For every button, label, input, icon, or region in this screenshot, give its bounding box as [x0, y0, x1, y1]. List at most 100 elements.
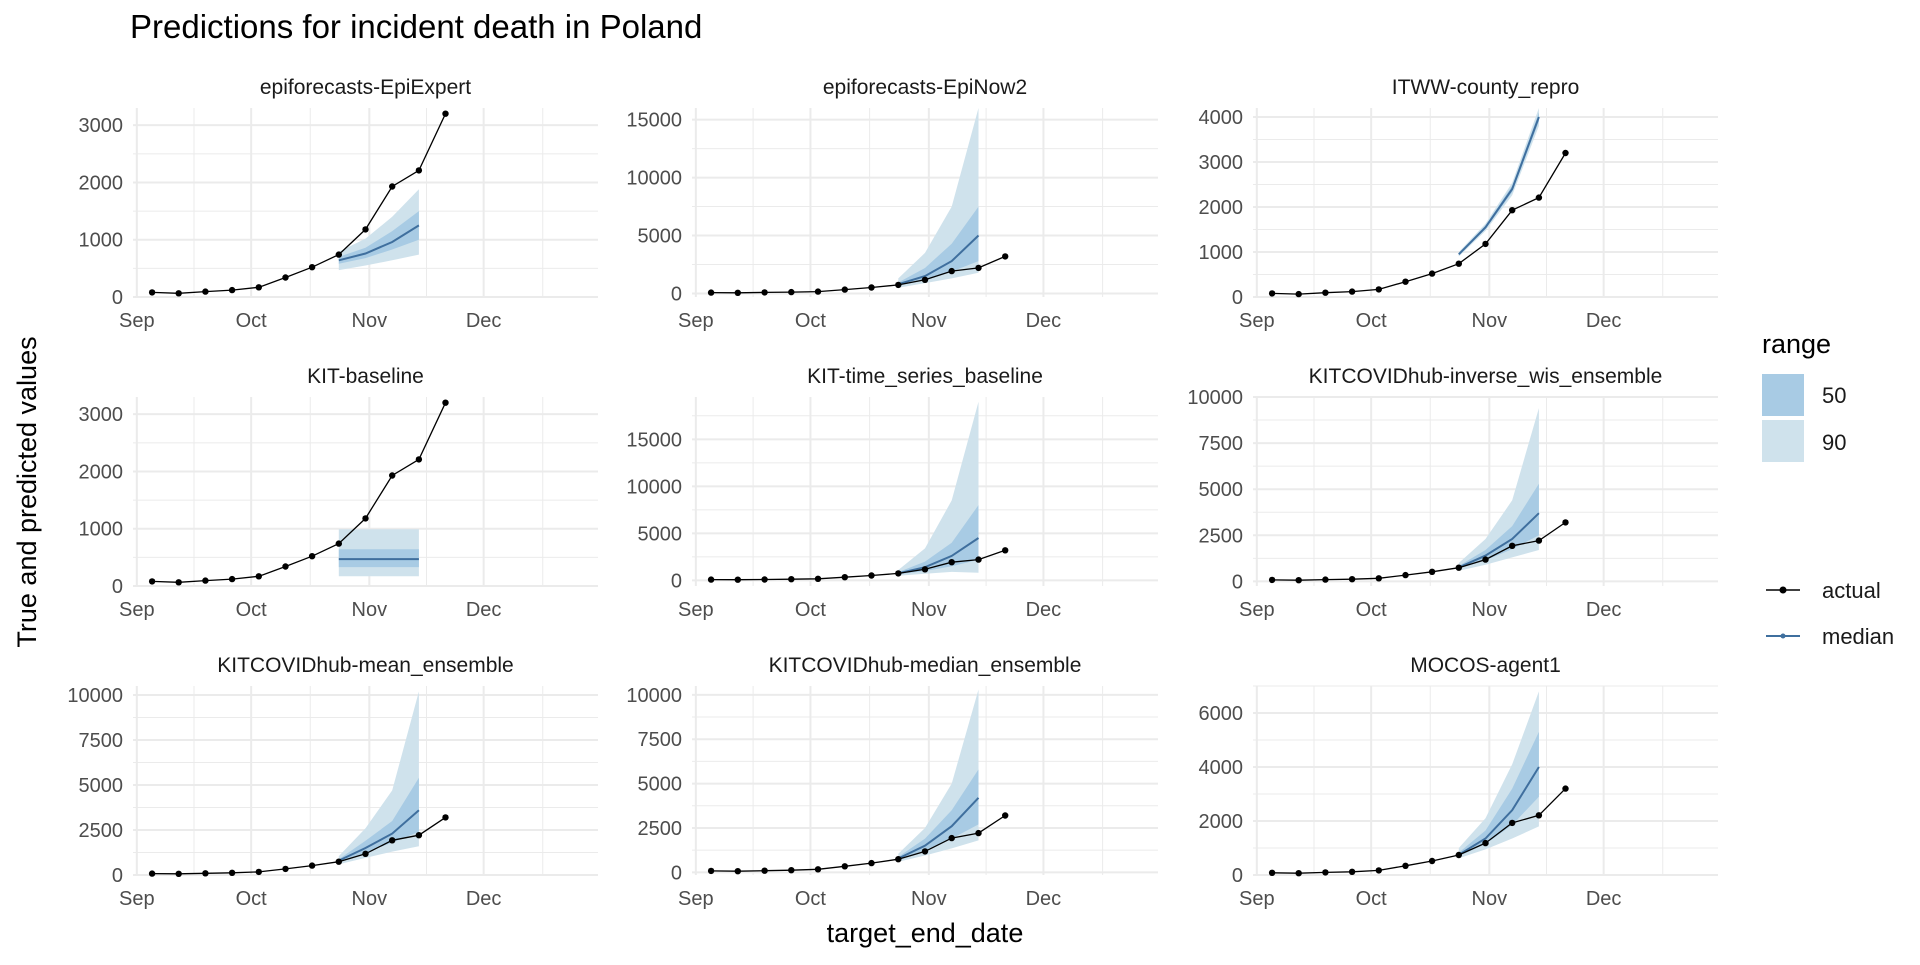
median-line [897, 797, 980, 860]
actual-point [868, 859, 875, 867]
actual-point [1402, 862, 1409, 869]
actual-point [362, 515, 369, 522]
y-tick-label: 1000 [1199, 242, 1244, 264]
actual-point [1402, 571, 1409, 579]
y-tick-label: 3000 [1199, 152, 1244, 174]
actual-point [1509, 542, 1516, 549]
actual-point [308, 862, 316, 869]
actual-point [1375, 286, 1383, 293]
actual-point [734, 576, 741, 583]
facet-panel: epiforecasts-EpiExpert 0 1000 2000 3000 Sep Oc… [79, 76, 598, 332]
legend-swatch-90 [1762, 420, 1804, 462]
facet-panel: KITCOVIDhub-mean_ensemble 0 2500 5000 7500 10… [67, 654, 598, 910]
actual-point [1002, 812, 1009, 819]
actual-point [415, 167, 423, 174]
x-tick-label: Dec [1026, 599, 1062, 621]
x-tick-label: Dec [1026, 310, 1062, 332]
median-line [898, 537, 980, 575]
actual-point [707, 867, 715, 875]
median-line [1458, 766, 1540, 856]
x-tick-label: Dec [1586, 310, 1622, 332]
y-axis-title: True and predicted values [12, 336, 42, 647]
actual-line [1272, 788, 1566, 874]
actual-line [1272, 152, 1567, 295]
band-50 [338, 777, 419, 862]
actual-point [442, 110, 449, 117]
y-tick-label: 2000 [79, 461, 124, 483]
y-tick-label: 2500 [638, 818, 683, 840]
median-line [898, 234, 980, 286]
actual-point [895, 570, 902, 577]
actual-point [255, 868, 262, 876]
actual-point [228, 286, 236, 294]
actual-point [1428, 270, 1436, 277]
y-tick-label: 7500 [638, 729, 683, 751]
x-tick-label: Nov [911, 599, 947, 621]
actual-point [1348, 868, 1356, 875]
actual-point [788, 288, 795, 296]
actual-point [442, 399, 449, 406]
y-tick-label: 0 [671, 570, 682, 592]
actual-point [1482, 240, 1489, 248]
x-tick-label: Oct [236, 599, 268, 621]
y-tick-label: 0 [112, 287, 123, 309]
actual-point [841, 863, 848, 870]
y-tick-label: 0 [671, 862, 682, 884]
y-tick-label: 15000 [626, 110, 682, 132]
x-tick-label: Dec [1586, 599, 1622, 621]
y-tick-label: 5000 [1199, 479, 1244, 501]
actual-point [175, 290, 182, 297]
actual-point [1509, 207, 1516, 214]
actual-point [1322, 289, 1329, 296]
x-tick-label: Oct [795, 888, 827, 910]
facet-strip-label: epiforecasts-EpiNow2 [823, 76, 1027, 99]
actual-point [1455, 260, 1463, 267]
y-tick-label: 3000 [79, 404, 124, 426]
x-tick-label: Dec [466, 888, 502, 910]
x-tick-label: Oct [1356, 310, 1388, 332]
actual-point [335, 540, 342, 547]
actual-point [1482, 839, 1489, 847]
actual-point [948, 267, 955, 275]
facet-strip-label: KIT-time_series_baseline [807, 365, 1043, 388]
actual-point [1268, 869, 1276, 876]
actual-point [895, 281, 902, 289]
facet-strip-label: KIT-baseline [307, 365, 424, 388]
actual-point [282, 274, 289, 281]
y-tick-label: 15000 [626, 429, 682, 451]
x-tick-label: Dec [466, 599, 502, 621]
x-tick-label: Sep [1239, 599, 1275, 621]
actual-point [948, 834, 955, 842]
legend-range-title: range [1762, 329, 1831, 359]
facet-panel: KIT-baseline 0 1000 2000 3000 Sep Oct Nov Dec [79, 365, 598, 621]
actual-point [1455, 564, 1463, 571]
y-tick-label: 0 [112, 576, 123, 598]
actual-point [868, 284, 875, 291]
actual-point [308, 553, 316, 560]
x-tick-label: Oct [795, 599, 827, 621]
x-tick-label: Sep [1239, 310, 1275, 332]
y-tick-label: 5000 [79, 775, 124, 797]
x-tick-label: Oct [795, 310, 827, 332]
actual-point [228, 575, 236, 583]
actual-point [1268, 290, 1276, 297]
actual-line [711, 255, 1006, 294]
actual-point [788, 576, 795, 583]
y-tick-label: 1000 [79, 230, 124, 252]
y-tick-label: 10000 [1187, 387, 1243, 409]
actual-point [1348, 288, 1356, 295]
actual-point [814, 866, 822, 873]
facet-panel: epiforecasts-EpiNow2 0 5000 10000 15000 Sep Oc… [626, 76, 1158, 332]
band-50 [898, 206, 979, 286]
actual-point [255, 284, 262, 291]
panels-group: epiforecasts-EpiExpert 0 1000 2000 3000 Sep Oc… [67, 76, 1718, 910]
actual-point [921, 566, 929, 573]
y-tick-label: 10000 [626, 168, 682, 190]
x-tick-label: Sep [678, 599, 714, 621]
legend-label-median: median [1822, 624, 1894, 649]
actual-point [389, 837, 396, 844]
x-tick-label: Nov [1472, 599, 1508, 621]
actual-point [975, 556, 982, 563]
